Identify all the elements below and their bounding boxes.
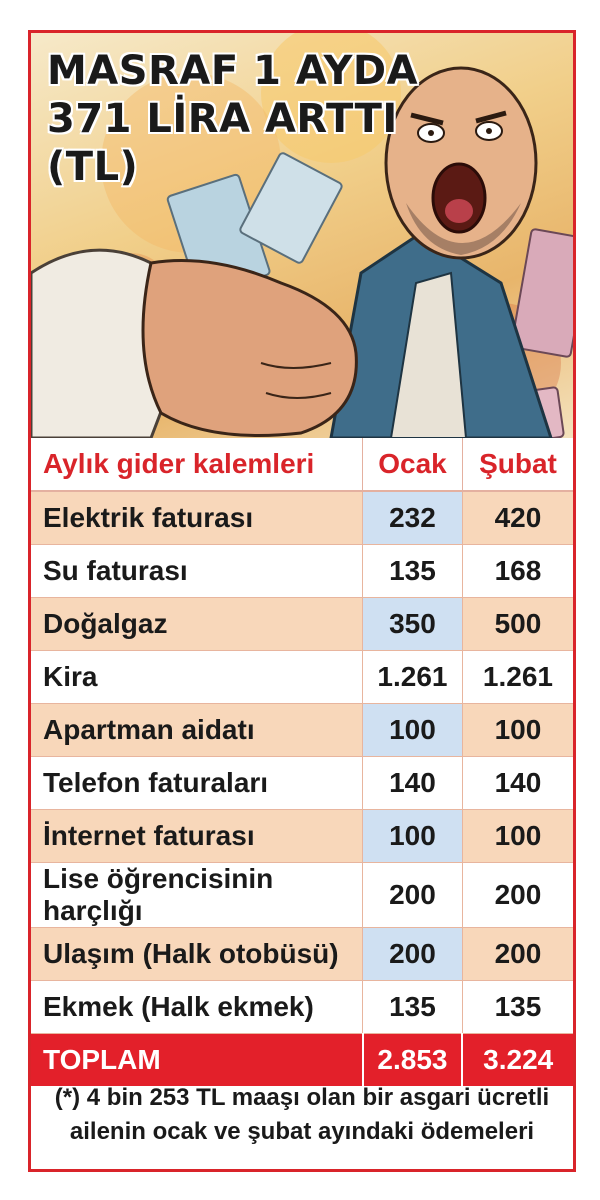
ocak-value: 350 — [362, 597, 463, 651]
header-illustration: MASRAF 1 AYDA 371 LİRA ARTTI (TL) — [31, 33, 573, 441]
footnote-line-2: ailenin ocak ve şubat ayındaki ödemeleri — [69, 1118, 535, 1145]
subat-value: 200 — [462, 927, 573, 981]
table-row: Ulaşım (Halk otobüsü) 200 200 — [31, 927, 573, 981]
ocak-value: 232 — [362, 491, 463, 545]
expense-item-label: Su faturası — [31, 544, 363, 598]
footnote: (*) 4 bin 253 TL maaşı olan bir asgari ü… — [43, 1081, 561, 1149]
subat-value: 1.261 — [462, 650, 573, 704]
subat-value: 140 — [462, 756, 573, 810]
ocak-value: 1.261 — [362, 650, 463, 704]
title-line-1: MASRAF 1 AYDA — [47, 48, 419, 94]
footnote-line-1: (*) 4 bin 253 TL maaşı olan bir asgari ü… — [54, 1084, 550, 1111]
expense-item-label: Ekmek (Halk ekmek) — [31, 980, 363, 1034]
table-row: Lise öğrencisinin harçlığı 200 200 — [31, 862, 573, 928]
table-row: Apartman aidatı 100 100 — [31, 703, 573, 757]
expense-item-label: Ulaşım (Halk otobüsü) — [31, 927, 363, 981]
subat-value: 100 — [462, 809, 573, 863]
expense-item-label: Doğalgaz — [31, 597, 363, 651]
expense-item-label: Kira — [31, 650, 363, 704]
ocak-value: 140 — [362, 756, 463, 810]
ocak-value: 100 — [362, 703, 463, 757]
ocak-value: 135 — [362, 544, 463, 598]
expense-item-label: Apartman aidatı — [31, 703, 363, 757]
column-header-ocak: Ocak — [362, 438, 463, 492]
ocak-value: 135 — [362, 980, 463, 1034]
table-row: Ekmek (Halk ekmek) 135 135 — [31, 980, 573, 1034]
subat-value: 168 — [462, 544, 573, 598]
column-header-subat: Şubat — [462, 438, 573, 492]
table-row: Elektrik faturası 232 420 — [31, 491, 573, 545]
ocak-value: 200 — [362, 927, 463, 981]
total-row: TOPLAM 2.853 3.224 — [31, 1033, 573, 1086]
infographic-frame: MASRAF 1 AYDA 371 LİRA ARTTI (TL) Aylık … — [28, 30, 576, 1172]
table-row: Su faturası 135 168 — [31, 544, 573, 598]
expense-item-label: Lise öğrencisinin harçlığı — [31, 862, 363, 928]
ocak-value: 100 — [362, 809, 463, 863]
total-label: TOPLAM — [31, 1033, 363, 1086]
subat-value: 135 — [462, 980, 573, 1034]
title-line-3: (TL) — [47, 144, 139, 190]
subat-value: 200 — [462, 862, 573, 928]
total-subat-value: 3.224 — [462, 1033, 573, 1086]
table-row: Doğalgaz 350 500 — [31, 597, 573, 651]
table-header-row: Aylık gider kalemleri Ocak Şubat — [31, 438, 573, 492]
cartoon-man-illustration — [31, 33, 573, 438]
infographic-title: MASRAF 1 AYDA 371 LİRA ARTTI (TL) — [47, 47, 418, 191]
table-row: Kira 1.261 1.261 — [31, 650, 573, 704]
table-row: İnternet faturası 100 100 — [31, 809, 573, 863]
expense-item-label: İnternet faturası — [31, 809, 363, 863]
title-line-2: 371 LİRA ARTTI — [47, 96, 398, 142]
subat-value: 500 — [462, 597, 573, 651]
subat-value: 420 — [462, 491, 573, 545]
ocak-value: 200 — [362, 862, 463, 928]
table-row: Telefon faturaları 140 140 — [31, 756, 573, 810]
total-ocak-value: 2.853 — [361, 1033, 464, 1086]
expenses-table: Aylık gider kalemleri Ocak Şubat Elektri… — [31, 438, 573, 1086]
column-header-items: Aylık gider kalemleri — [31, 438, 363, 492]
subat-value: 100 — [462, 703, 573, 757]
expense-item-label: Telefon faturaları — [31, 756, 363, 810]
expense-item-label: Elektrik faturası — [31, 491, 363, 545]
